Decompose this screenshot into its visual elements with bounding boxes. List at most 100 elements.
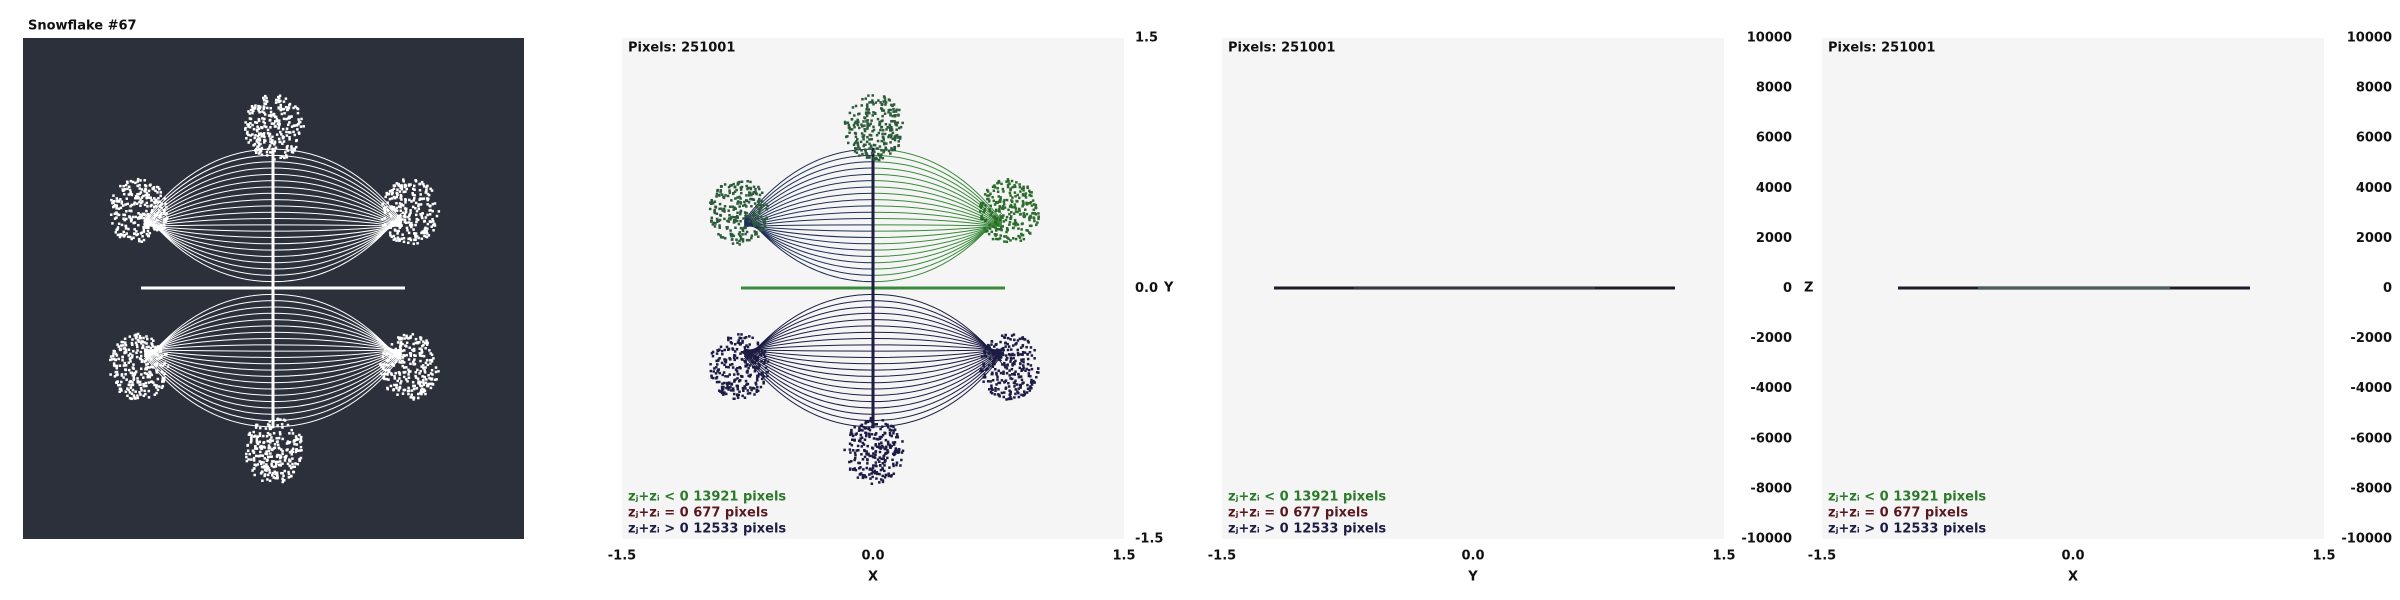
flake-dot [153, 383, 156, 387]
flake-dot [866, 444, 869, 448]
flake-dot [152, 381, 155, 384]
flake-dot [709, 362, 712, 366]
legend-entry: zⱼ+zᵢ = 0 677 pixels [1828, 506, 1968, 521]
flake-dot [744, 379, 748, 383]
flake-dot [111, 222, 114, 225]
flake-dot [139, 198, 142, 201]
flake-dot [247, 110, 250, 113]
flake-dot [265, 467, 269, 471]
flake-dot [385, 191, 388, 195]
flake-dot [892, 472, 896, 476]
flake-dot [1013, 338, 1016, 342]
flake-dot [884, 422, 887, 426]
flake-dot [751, 386, 755, 390]
flake-dot [997, 355, 1001, 358]
flake-dot [405, 336, 409, 339]
flake-dot [156, 345, 160, 348]
flake-dot [427, 234, 431, 237]
flake-dot [982, 380, 985, 383]
flake-dot [290, 145, 293, 148]
flake-dot [871, 447, 875, 450]
flake-dot [746, 363, 749, 366]
flake-dot [296, 462, 300, 466]
flake-dot [430, 353, 434, 357]
flake-dot [259, 150, 262, 154]
flake-dot [156, 219, 159, 222]
flake-dot [275, 471, 279, 474]
flake-dot [983, 207, 987, 211]
flake-dot [161, 380, 164, 383]
flake-dot [723, 381, 726, 385]
flake-dot [868, 124, 871, 127]
flake-dot [405, 341, 409, 345]
flake-dot [997, 237, 1000, 241]
flake-dot [760, 377, 764, 381]
flake-dot [762, 375, 766, 378]
flake-dot [756, 215, 759, 218]
flake-dot [385, 372, 388, 376]
flake-dot [423, 375, 426, 379]
flake-dot [258, 426, 262, 430]
flake-dot [991, 237, 995, 241]
flake-dot [143, 389, 146, 393]
flake-dot [983, 351, 987, 355]
flake-dot [403, 349, 406, 352]
flake-dot [417, 380, 420, 383]
flake-dot [883, 476, 887, 479]
flake-dot [164, 202, 167, 206]
flake-dot [247, 433, 251, 436]
flake-dot [1008, 182, 1011, 186]
flake-dot [735, 216, 738, 219]
flake-dot [1008, 369, 1011, 372]
flake-dot [250, 458, 253, 461]
flake-dot [131, 349, 135, 353]
flake-dot [117, 200, 121, 203]
flake-dot [262, 434, 265, 438]
flake-dot [135, 335, 138, 338]
flake-dot [267, 114, 271, 117]
flake-dot [429, 352, 432, 355]
flake-dot [272, 419, 275, 423]
flake-dot [142, 336, 145, 340]
flake-dot [140, 196, 144, 199]
flake-dot [731, 366, 735, 369]
flake-dot [874, 453, 877, 457]
flake-dot [855, 147, 858, 150]
flake-dot [386, 208, 389, 212]
flake-curve [743, 173, 874, 226]
flake-dot [145, 335, 148, 338]
flake-dot [249, 138, 252, 142]
flake-dot [882, 150, 885, 154]
flake-dot [1013, 191, 1017, 194]
flake-dot [729, 358, 732, 361]
flake-dot [1034, 206, 1037, 209]
flake-dot [415, 213, 418, 217]
flake-dot [888, 466, 891, 469]
flake-dot [993, 357, 996, 360]
flake-dot [738, 343, 742, 346]
flake-dot [1022, 360, 1025, 364]
flake-dot [881, 129, 885, 132]
flake-dot [273, 141, 277, 144]
flake-dot [723, 210, 726, 213]
flake-dot [152, 352, 156, 355]
flake-dot [283, 455, 287, 459]
flake-dot [754, 383, 758, 386]
flake-dot [1002, 395, 1006, 399]
flake-curve [744, 224, 874, 232]
flake-dot [852, 449, 855, 452]
flake-dot [1029, 364, 1033, 367]
flake-dot [259, 472, 263, 475]
flake-dot [993, 362, 996, 366]
flake-dot [1014, 379, 1017, 383]
flake-dot [879, 478, 883, 481]
flake-dot [725, 386, 728, 390]
flake-dot [861, 458, 865, 461]
flake-dot [403, 220, 407, 224]
flake-dot [426, 184, 429, 188]
flake-dot [398, 239, 401, 243]
flake-dot [889, 108, 892, 112]
flake-dot [749, 373, 752, 377]
